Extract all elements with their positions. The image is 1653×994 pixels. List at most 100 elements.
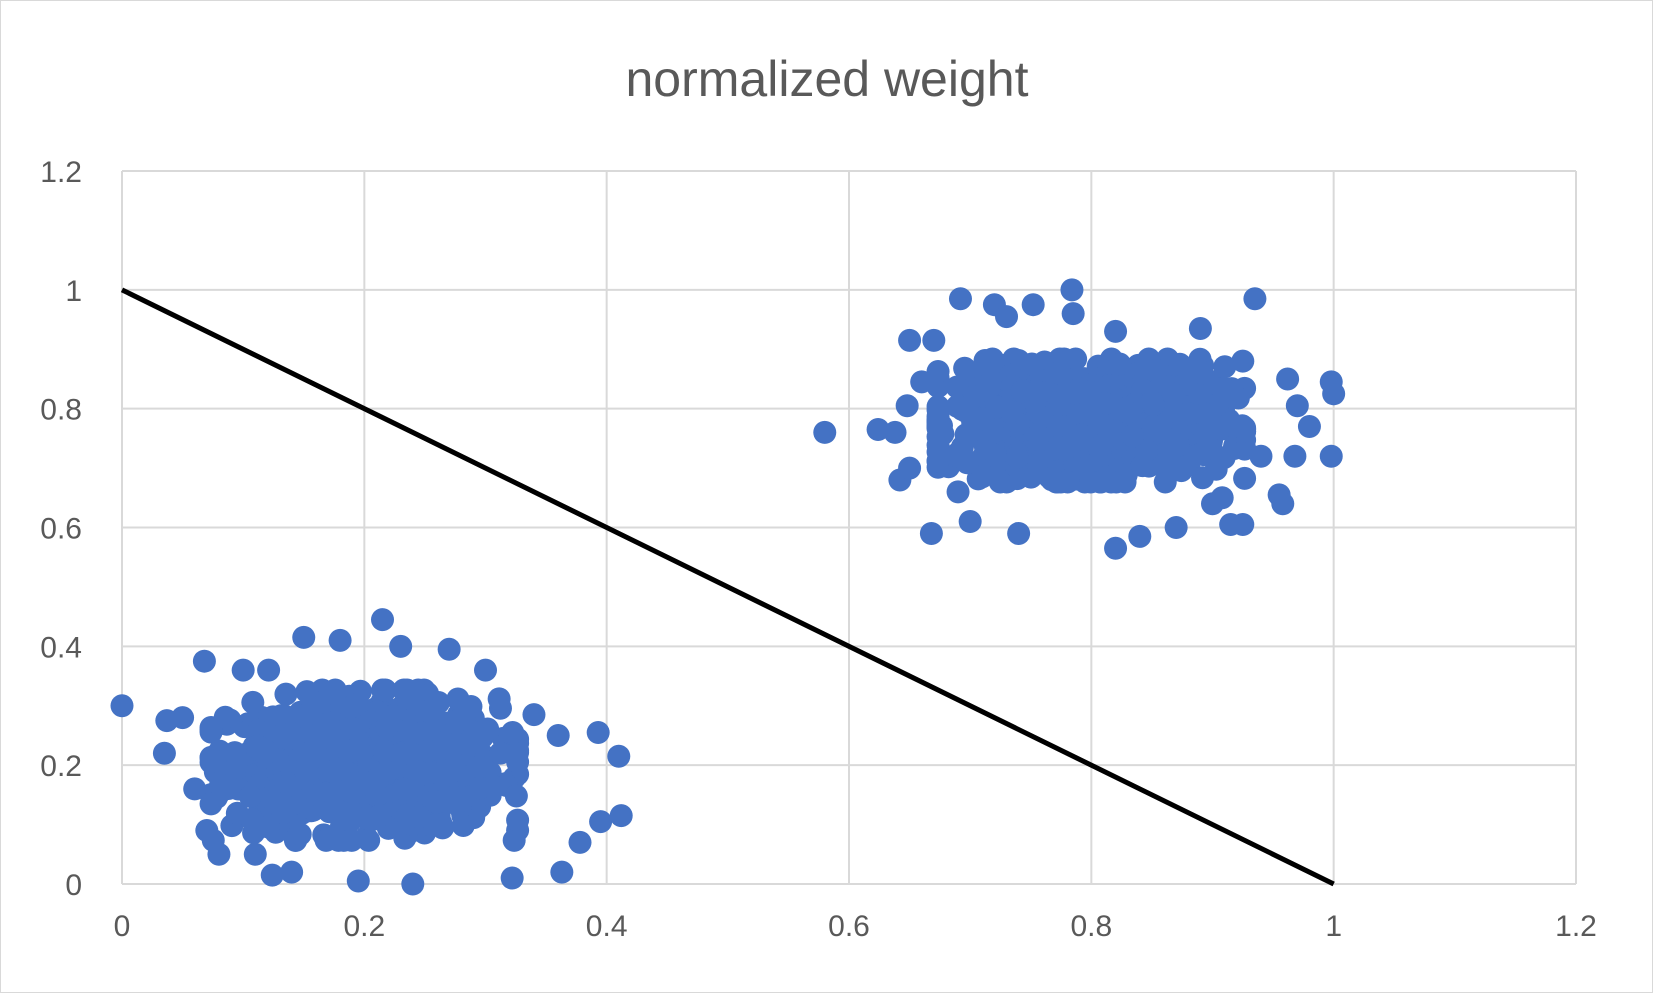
x-tick-label: 0.8 (1070, 910, 1112, 943)
scatter-point (1188, 316, 1212, 340)
scatter-point (192, 649, 216, 673)
scatter-point (1193, 402, 1217, 426)
scatter-point (1276, 367, 1300, 391)
chart-title: normalized weight (626, 51, 1029, 107)
scatter-point (389, 634, 413, 658)
scatter-point (958, 510, 982, 534)
scatter-point (919, 521, 943, 545)
scatter-point (1168, 352, 1192, 376)
scatter-point (1283, 444, 1307, 468)
scatter-point (392, 777, 416, 801)
scatter-point (995, 305, 1019, 329)
scatter-point (1063, 381, 1087, 405)
scatter-point (1090, 433, 1114, 457)
scatter-point (948, 287, 972, 311)
scatter-point (1231, 349, 1255, 373)
scatter-point (424, 813, 448, 837)
scatter-point (416, 739, 440, 763)
scatter-point (440, 759, 464, 783)
y-tick-label: 1 (65, 275, 82, 308)
scatter-point (344, 771, 368, 795)
scatter-point (898, 328, 922, 352)
scatter-point (926, 413, 950, 437)
scatter-point (1071, 425, 1095, 449)
y-tick-label: 1.2 (40, 156, 82, 189)
y-tick-label: 0.4 (40, 631, 82, 664)
scatter-point (926, 395, 950, 419)
scatter-point (152, 741, 176, 765)
scatter-point (1231, 513, 1255, 537)
scatter-point (280, 860, 304, 884)
scatter-point (256, 815, 280, 839)
scatter-point (446, 687, 470, 711)
scatter-point (241, 690, 265, 714)
scatter-point (1135, 439, 1159, 463)
scatter-point (1021, 293, 1045, 317)
scatter-point (342, 717, 366, 741)
scatter-point (401, 759, 425, 783)
scatter-point (468, 755, 492, 779)
scatter-point (1243, 287, 1267, 311)
scatter-point (371, 608, 395, 632)
scatter-point (199, 792, 223, 816)
scatter-point (1191, 466, 1215, 490)
scatter-point (546, 723, 570, 747)
scatter-point (1020, 352, 1044, 376)
scatter-point (476, 717, 500, 741)
scatter-point (451, 813, 475, 837)
scatter-point (1140, 390, 1164, 414)
scatter-point (209, 773, 233, 797)
scatter-point (1099, 470, 1123, 494)
scatter-point (1285, 394, 1309, 418)
scatter-point (424, 790, 448, 814)
scatter-point (898, 456, 922, 480)
scatter-point (501, 720, 525, 744)
scatter-point (500, 866, 524, 890)
scatter-point (274, 682, 298, 706)
scatter-point (1061, 302, 1085, 326)
scatter-point (1060, 278, 1084, 302)
scatter-point (447, 708, 471, 732)
scatter-point (292, 625, 316, 649)
scatter-point (568, 830, 592, 854)
scatter-point (1249, 444, 1273, 468)
scatter-point (550, 860, 574, 884)
scatter-point (1121, 424, 1145, 448)
scatter-point (282, 725, 306, 749)
scatter-point (171, 706, 195, 730)
scatter-point (1271, 492, 1295, 516)
scatter-point (269, 704, 293, 728)
scatter-point (1319, 444, 1343, 468)
scatter-point (306, 783, 330, 807)
scatter-point (607, 744, 631, 768)
scatter-point (970, 465, 994, 489)
scatter-point (910, 370, 934, 394)
scatter-point (354, 806, 378, 830)
point-layer (110, 278, 1346, 896)
scatter-point (926, 449, 950, 473)
scatter-point (975, 373, 999, 397)
scatter-point (317, 800, 341, 824)
x-tick-label: 1.2 (1555, 910, 1597, 943)
x-tick-label: 0 (114, 910, 131, 943)
y-tick-label: 0.8 (40, 394, 82, 427)
scatter-point (195, 819, 219, 843)
y-tick-label: 0 (65, 869, 82, 902)
scatter-point (1046, 414, 1070, 438)
scatter-point (1213, 355, 1237, 379)
scatter-point (586, 720, 610, 744)
scatter-point (309, 726, 333, 750)
scatter-point (481, 775, 505, 799)
scatter-point (1052, 437, 1076, 461)
scatter-point (1233, 466, 1257, 490)
scatter-point (410, 721, 434, 745)
scatter-point (1047, 361, 1071, 385)
scatter-point (1164, 516, 1188, 539)
scatter-point (373, 678, 397, 702)
scatter-point (419, 760, 443, 784)
scatter-point (1091, 413, 1115, 437)
scatter-point (985, 395, 1009, 419)
scatter-point (183, 777, 207, 801)
scatter-point (243, 842, 267, 866)
